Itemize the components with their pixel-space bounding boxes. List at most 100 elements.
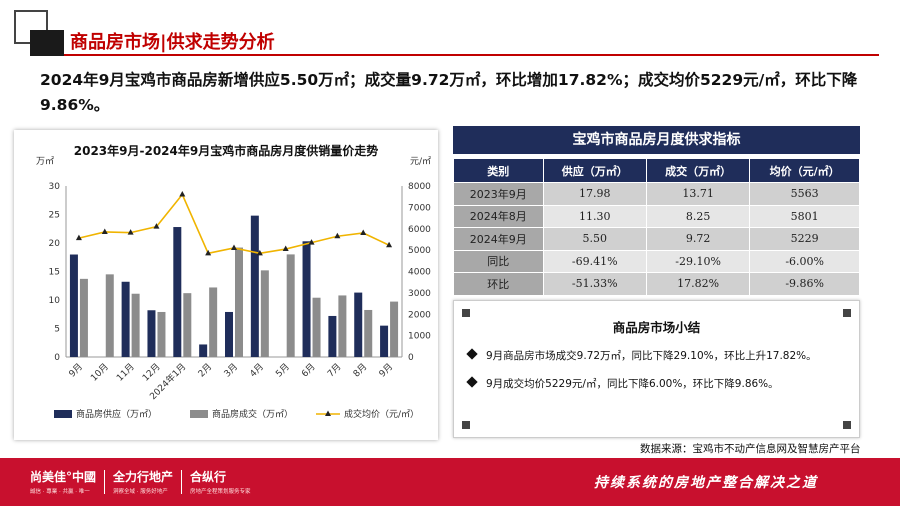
legend-supply-swatch — [54, 410, 72, 418]
supply-bar — [302, 241, 311, 357]
table-header-cell: 供应（万㎡） — [542, 158, 647, 183]
y-left-tick-label: 5 — [54, 325, 60, 335]
table-cell: -51.33% — [542, 272, 647, 296]
supply-bar — [250, 215, 259, 357]
y-right-tick-label: 6000 — [408, 225, 431, 235]
sales-bar — [364, 309, 373, 357]
summary-title: 商品房市场小结 — [612, 320, 701, 335]
table-cell: -6.00% — [749, 249, 860, 273]
table-header-cell: 成交（万㎡） — [645, 158, 751, 183]
avg-price-point — [179, 191, 186, 197]
footer-slogan: 持续系统的房地产整合解决之道 — [594, 475, 818, 491]
supply-bar — [173, 227, 182, 357]
supply-bar — [121, 281, 130, 357]
x-tick-label: 9月 — [377, 361, 395, 379]
sales-bar — [183, 293, 192, 357]
avg-price-point — [334, 232, 341, 239]
corner-square-decoration — [462, 309, 470, 317]
sales-bar — [131, 293, 140, 357]
table-cell: 5229 — [749, 227, 860, 251]
avg-price-point — [231, 244, 237, 250]
table-title: 宝鸡市商品房月度供求指标 — [453, 126, 860, 154]
x-tick-label: 4月 — [248, 361, 266, 379]
supply-bar — [225, 311, 233, 357]
table-cell: -9.86% — [749, 272, 860, 296]
x-tick-label: 9月 — [67, 361, 85, 379]
diamond-bullet-icon — [466, 348, 478, 360]
diamond-bullet-icon — [466, 376, 478, 388]
table-row-label: 2024年9月 — [453, 227, 544, 251]
avg-price-point — [282, 245, 289, 252]
legend-supply-label: 商品房供应（万㎡） — [76, 408, 157, 420]
table-row: 2024年8月 11.30 8.25 5801 — [453, 204, 860, 228]
brand-tagline: 誠信 · 專業 · 共贏 · 唯一 — [30, 489, 90, 495]
legend-sales-swatch — [190, 410, 208, 418]
avg-price-point — [75, 234, 82, 241]
title-underline — [64, 30, 879, 56]
x-tick-label: 12月 — [140, 361, 162, 383]
table-cell: 17.82% — [645, 272, 751, 296]
table-cell: 11.30 — [542, 204, 647, 228]
corner-square-decoration — [30, 30, 64, 56]
table-row: 2024年9月 5.50 9.72 5229 — [453, 227, 860, 251]
avg-price-point — [205, 249, 212, 256]
page-title: 商品房市场|供求走势分析 — [70, 32, 275, 53]
sales-bar — [105, 274, 114, 357]
supply-bar — [147, 310, 156, 357]
table-cell: -29.10% — [645, 249, 751, 273]
sales-bar — [235, 247, 243, 357]
data-source-note: 数据来源：宝鸡市不动产信息网及智慧房产平台 — [640, 443, 861, 455]
avg-price-point — [153, 223, 160, 229]
table-cell: -69.41% — [542, 249, 647, 273]
table-row-label: 环比 — [453, 272, 544, 296]
table-cell: 8.25 — [645, 204, 751, 228]
corner-square-decoration — [843, 421, 851, 429]
y-right-tick-label: 8000 — [408, 182, 431, 192]
avg-price-point — [386, 241, 393, 248]
table-cell: 5801 — [749, 204, 860, 228]
y-left-tick-label: 15 — [49, 268, 60, 278]
table-row-label: 2023年9月 — [453, 182, 544, 206]
brand-name: 合纵行 — [190, 470, 227, 484]
brand-logo: 全力行地产 洞察全域 · 服务好地产 — [105, 468, 181, 495]
x-tick-label: 2月 — [196, 361, 214, 379]
chart-title: 2023年9月-2024年9月宝鸡市商品房月度供销量价走势 — [73, 144, 379, 158]
price-volume-chart: 0 5 10 15 20 25 30 0 1000 2000 3000 4000 5000 6000 700… — [49, 182, 432, 420]
sales-bar — [286, 254, 295, 357]
table-cell: 5563 — [749, 182, 860, 206]
sales-bar — [209, 287, 218, 357]
summary-item-text: 9月商品房市场成交9.72万㎡，同比下降29.10%，环比上升17.82%。 — [486, 350, 817, 362]
avg-price-point — [256, 249, 263, 256]
table-cell: 13.71 — [645, 182, 751, 206]
y-right-tick-label: 2000 — [408, 310, 431, 320]
sales-bar — [338, 295, 347, 357]
supply-bar — [354, 292, 363, 357]
avg-price-point — [101, 228, 108, 234]
y-left-tick-label: 30 — [49, 182, 61, 192]
x-tick-label: 7月 — [325, 361, 343, 379]
table-row: 同比 -69.41% -29.10% -6.00% — [453, 249, 860, 273]
brand-divider — [104, 469, 106, 494]
summary-item: 9月成交均价5229元/㎡，同比下降6.00%，环比下降9.86%。 — [466, 376, 779, 391]
chart-panel: 2023年9月-2024年9月宝鸡市商品房月度供销量价走势 万㎡ 元/㎡ 0 5 1… — [14, 130, 438, 440]
table-header-cell: 类别 — [453, 158, 544, 183]
headline-summary: 2024年9月宝鸡市商品房新增供应5.50万㎡；成交量9.72万㎡，环比增加17… — [40, 71, 858, 114]
legend-price-label: 成交均价（元/㎡） — [344, 408, 419, 420]
x-tick-label: 3月 — [222, 361, 240, 379]
y-left-tick-label: 20 — [49, 239, 61, 249]
x-tick-label: 11月 — [114, 361, 136, 383]
table-header-cell: 均价（元/㎡） — [749, 158, 860, 183]
sales-bar — [79, 278, 88, 357]
summary-item: 9月商品房市场成交9.72万㎡，同比下降29.10%，环比上升17.82%。 — [466, 348, 817, 363]
table-cell: 9.72 — [645, 227, 751, 251]
brand-logo: 尚美佳°中國 誠信 · 專業 · 共贏 · 唯一 — [22, 468, 104, 495]
avg-price-point — [360, 229, 367, 236]
x-tick-label: 5月 — [274, 361, 292, 379]
supply-bar — [69, 254, 78, 357]
legend-sales-label: 商品房成交（万㎡） — [212, 408, 293, 420]
x-tick-label: 10月 — [89, 361, 111, 383]
y-right-tick-label: 0 — [408, 353, 414, 363]
brand-tagline: 房地产全程策划服务专家 — [190, 489, 251, 495]
y-left-tick-label: 10 — [49, 296, 61, 306]
supply-bar — [199, 344, 208, 357]
